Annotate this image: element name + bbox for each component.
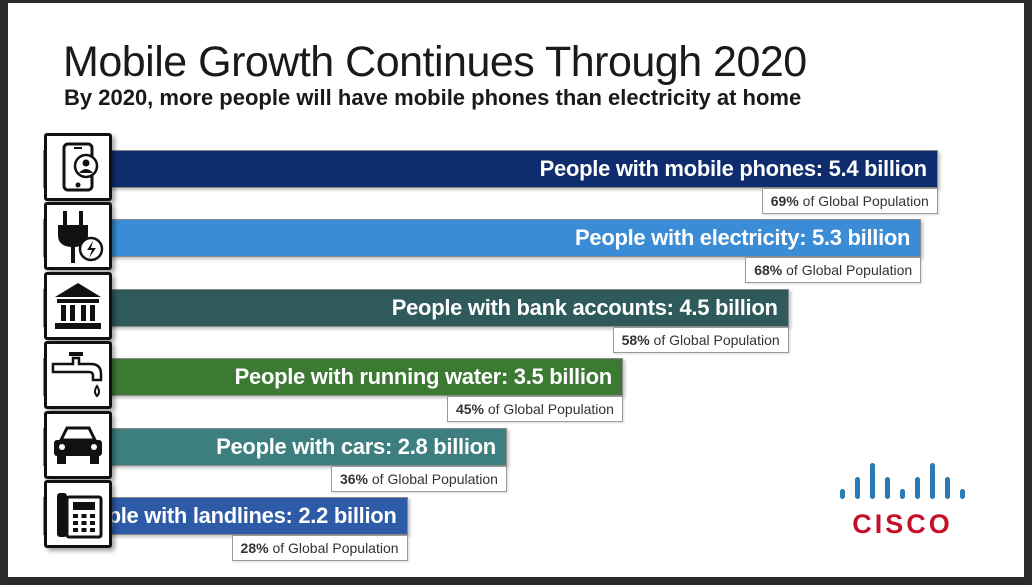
- bar-label: People with landlines: 2.2 billion: [68, 503, 397, 528]
- percent-suffix: of Global Population: [268, 540, 399, 556]
- percent-label: 45% of Global Population: [446, 396, 623, 423]
- logo-bar: [855, 477, 860, 499]
- landline-phone-icon-glyph: [57, 493, 103, 539]
- electric-plug-icon: [44, 202, 112, 271]
- cisco-bridge-icon: [840, 463, 965, 499]
- bar-label: People with mobile phones: 5.4 billion: [539, 156, 927, 181]
- water-faucet-icon-glyph: [51, 352, 103, 398]
- mobile-phone-icon: [44, 133, 112, 201]
- percent-label: 69% of Global Population: [761, 188, 938, 214]
- electric-plug-icon-glyph: [58, 211, 104, 264]
- page-subtitle: By 2020, more people will have mobile ph…: [64, 85, 802, 110]
- slide: Mobile Growth Continues Through 2020 By …: [8, 3, 1024, 577]
- car-icon: [44, 410, 112, 479]
- percent-label: 58% of Global Population: [612, 326, 789, 353]
- percent-label: 28% of Global Population: [231, 535, 408, 561]
- bank-icon-glyph: [55, 282, 101, 329]
- logo-bar: [870, 463, 875, 499]
- logo-bar: [840, 489, 845, 499]
- bar-label: People with running water: 3.5 billion: [234, 364, 613, 390]
- water-faucet-icon: [44, 341, 112, 410]
- percent-suffix: of Global Population: [798, 193, 929, 209]
- logo-bar: [900, 489, 905, 499]
- bar: People with bank accounts: 4.5 billion: [43, 288, 789, 327]
- percent-suffix: of Global Population: [483, 401, 614, 418]
- bar: People with running water: 3.5 billion: [43, 358, 623, 397]
- car-icon-glyph: [54, 426, 102, 464]
- percent-value: 36%: [339, 470, 368, 487]
- landline-phone-icon: [44, 480, 112, 548]
- percent-label: 68% of Global Population: [745, 257, 922, 284]
- bar: People with electricity: 5.3 billion: [43, 219, 922, 258]
- percent-value: 58%: [621, 331, 650, 348]
- bank-icon: [44, 271, 112, 340]
- page-title: Mobile Growth Continues Through 2020: [63, 38, 807, 86]
- percent-suffix: of Global Population: [649, 331, 780, 348]
- percent-suffix: of Global Population: [782, 262, 913, 279]
- percent-value: 68%: [754, 262, 783, 279]
- percent-value: 69%: [770, 193, 799, 209]
- bar-label: People with bank accounts: 4.5 billion: [391, 294, 778, 320]
- percent-suffix: of Global Population: [367, 470, 498, 487]
- bar-label: People with cars: 2.8 billion: [216, 433, 496, 459]
- logo-bar: [930, 463, 935, 499]
- bar: People with mobile phones: 5.4 billion: [43, 150, 938, 188]
- bar: People with landlines: 2.2 billion: [43, 497, 408, 535]
- cisco-logo-text: CISCO: [852, 509, 953, 539]
- cisco-logo: CISCO: [835, 461, 970, 541]
- logo-bar: [960, 489, 965, 499]
- logo-bar: [885, 477, 890, 499]
- logo-bar: [945, 477, 950, 499]
- mobile-phone-icon-glyph: [62, 142, 99, 192]
- bar: People with cars: 2.8 billion: [43, 427, 507, 466]
- percent-value: 45%: [455, 401, 484, 418]
- percent-value: 28%: [240, 540, 269, 556]
- percent-label: 36% of Global Population: [330, 465, 507, 492]
- bar-label: People with electricity: 5.3 billion: [575, 225, 911, 251]
- logo-bar: [915, 477, 920, 499]
